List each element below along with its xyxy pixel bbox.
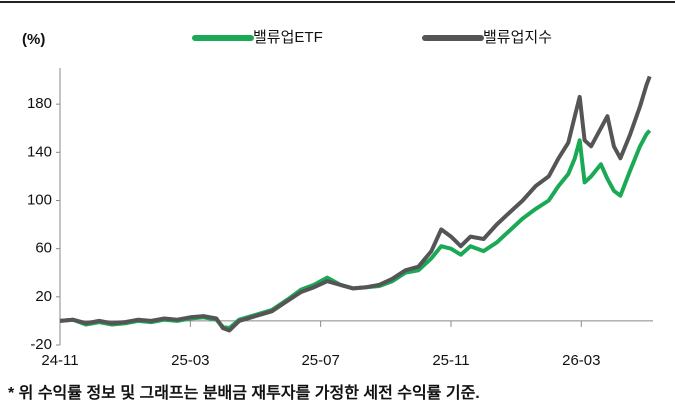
x-tick-label: 25-07 [301,352,339,369]
x-tick-label: 24-11 [41,352,78,369]
legend-label: 밸류업지수 [483,29,552,46]
y-tick-label: 60 [35,240,52,257]
y-tick-label: -20 [30,336,52,353]
series-line [59,75,652,333]
x-tick-label: 26-03 [562,352,600,369]
x-tick-label: 25-11 [432,352,469,369]
y-tick-label: 20 [35,288,52,305]
footnote: * 위 수익률 정보 및 그래프는 분배금 재투자를 가정한 세전 수익률 기준… [8,383,480,402]
legend-label: 밸류업ETF [253,29,323,46]
x-tick-label: 25-03 [171,352,209,369]
y-tick-label: 140 [27,143,52,160]
y-tick-label: 180 [27,95,52,112]
series-line [59,129,652,331]
y-axis-label: (%) [22,31,45,48]
y-tick-label: 100 [27,191,52,208]
